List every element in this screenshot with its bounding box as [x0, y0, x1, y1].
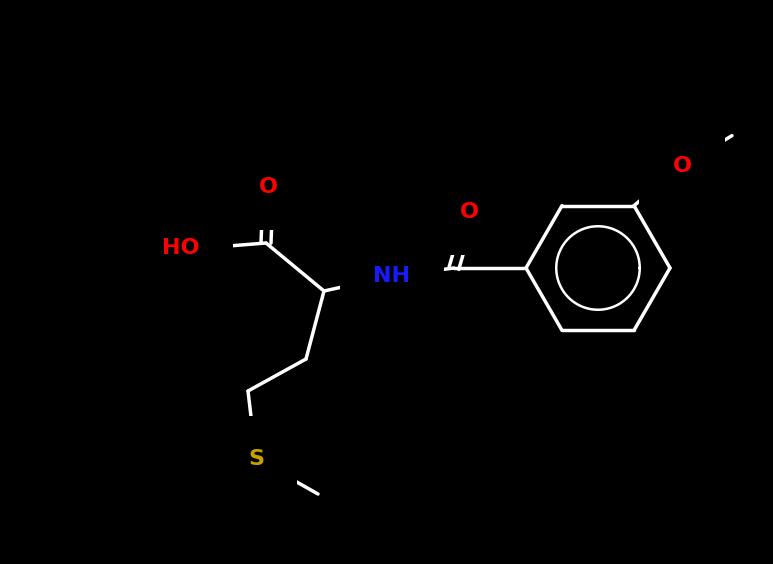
- Text: HO: HO: [162, 238, 200, 258]
- Text: O: O: [673, 156, 692, 175]
- Text: NH: NH: [373, 266, 410, 286]
- Text: O: O: [459, 202, 478, 222]
- Text: O: O: [258, 177, 278, 197]
- Text: S: S: [248, 449, 264, 469]
